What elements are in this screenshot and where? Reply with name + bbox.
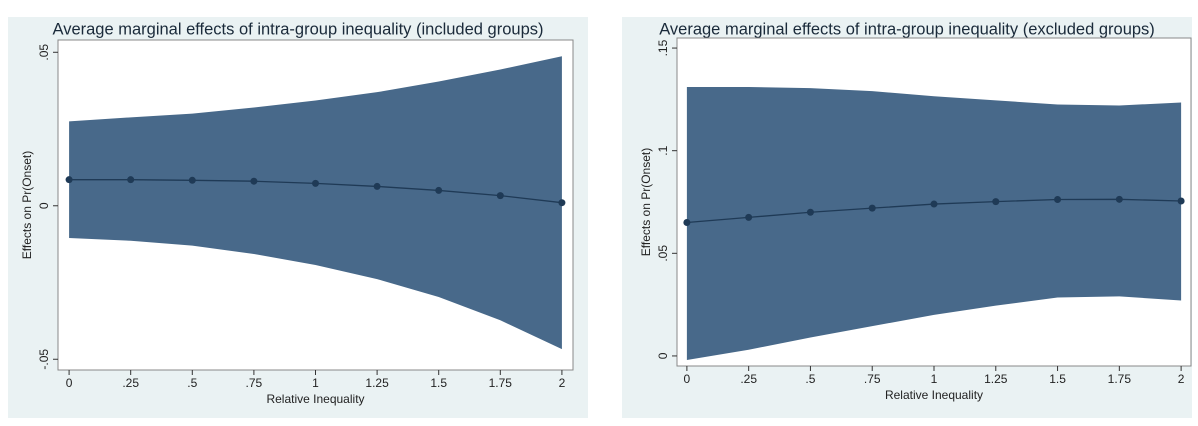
x-tick-label: 0 [684, 372, 691, 386]
x-tick-label: .25 [122, 376, 139, 390]
effect-point [250, 177, 258, 185]
effect-point [127, 176, 135, 184]
chart-panel: Average marginal effects of intra-group … [622, 17, 1192, 418]
x-tick-label: 1.75 [489, 376, 513, 390]
x-axis-title: Relative Inequality [266, 392, 364, 406]
x-tick-label: 1.75 [1108, 372, 1132, 386]
y-tick-label: .15 [656, 39, 670, 56]
effect-point [1177, 197, 1185, 205]
x-tick-label: 1.5 [430, 376, 447, 390]
effect-point [992, 198, 1000, 206]
chart-title: Average marginal effects of intra-group … [659, 20, 1155, 38]
x-tick-label: .75 [864, 372, 881, 386]
effect-point [930, 200, 938, 208]
y-tick-label: 0 [656, 352, 670, 359]
effect-point [312, 179, 319, 187]
effect-point [373, 182, 381, 190]
x-tick-label: 0 [66, 376, 73, 390]
y-tick-label: -.05 [37, 349, 51, 370]
chart-title: Average marginal effects of intra-group … [52, 20, 543, 38]
effect-point [806, 208, 814, 216]
x-tick-label: 1.5 [1049, 372, 1066, 386]
effect-point [496, 192, 504, 200]
x-tick-label: 1 [931, 372, 938, 386]
effect-point [1115, 195, 1123, 203]
x-tick-label: .25 [740, 372, 757, 386]
x-tick-label: .5 [187, 376, 197, 390]
effect-point [558, 199, 566, 207]
confidence-band [686, 87, 1182, 361]
effect-point [745, 213, 753, 221]
x-tick-label: 2 [559, 376, 566, 390]
y-axis-title: Effects on Pr(Onset) [639, 148, 653, 257]
effect-point [188, 176, 196, 184]
x-axis-title: Relative Inequality [885, 388, 983, 402]
x-tick-label: 1.25 [984, 372, 1008, 386]
effect-point [1054, 196, 1062, 204]
y-tick-label: 0 [37, 202, 51, 209]
y-tick-label: .1 [656, 145, 670, 155]
y-tick-label: .05 [656, 245, 670, 262]
effect-point [683, 219, 691, 227]
effect-point [868, 204, 876, 212]
x-tick-label: 1 [312, 376, 319, 390]
y-tick-label: .05 [37, 44, 51, 61]
x-tick-label: 1.25 [365, 376, 389, 390]
x-tick-label: .5 [805, 372, 815, 386]
effect-point [435, 186, 443, 194]
effect-point [65, 176, 73, 184]
chart-panel: Average marginal effects of intra-group … [8, 17, 588, 418]
y-axis-title: Effects on Pr(Onset) [20, 151, 34, 260]
x-tick-label: .75 [246, 376, 263, 390]
x-tick-label: 2 [1178, 372, 1185, 386]
confidence-band [69, 56, 562, 350]
